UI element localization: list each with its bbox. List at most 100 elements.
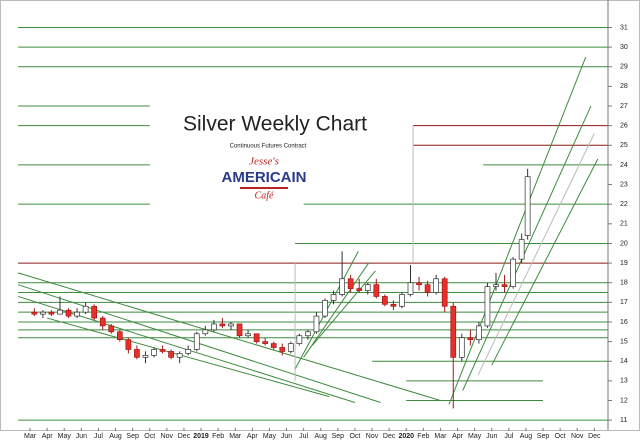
x-tick-label: Jun xyxy=(76,433,87,440)
candle-body xyxy=(168,351,174,358)
trend-line xyxy=(491,158,599,366)
candle-body xyxy=(193,333,200,350)
candle-body xyxy=(458,337,465,358)
y-tick-label: 11 xyxy=(620,417,627,424)
x-tick-label: Apr xyxy=(452,433,464,440)
candle-body xyxy=(450,305,457,358)
y-tick-label: 29 xyxy=(620,64,628,71)
candle-body xyxy=(339,278,345,295)
candle-body xyxy=(424,284,431,293)
candle-body xyxy=(245,333,251,337)
level-lines xyxy=(17,26,608,421)
candle-body xyxy=(364,284,371,291)
x-tick-label: Mar xyxy=(229,433,242,440)
x-tick-label: Nov xyxy=(571,433,584,440)
candle-body xyxy=(476,325,482,341)
candle-body xyxy=(296,335,303,344)
chart-title: Silver Weekly Chart xyxy=(183,113,367,136)
x-tick-label: Apr xyxy=(247,433,259,440)
y-tick-label: 30 xyxy=(620,44,628,51)
y-tick-label: 23 xyxy=(620,181,628,188)
candle-body xyxy=(373,284,380,297)
candle-body xyxy=(134,349,140,358)
candle-body xyxy=(125,339,132,350)
candle-body xyxy=(322,300,328,317)
y-tick-label: 16 xyxy=(620,319,628,326)
chart-frame xyxy=(0,0,640,431)
candle-body xyxy=(99,317,106,327)
x-tick-label: Sep xyxy=(537,433,550,440)
candle-body xyxy=(407,282,414,295)
candle-body xyxy=(433,278,440,293)
candle-body xyxy=(236,323,243,337)
x-tick-label: Oct xyxy=(144,433,155,440)
candle-body xyxy=(347,278,354,289)
y-tick-label: 19 xyxy=(620,260,628,267)
candle-body xyxy=(48,311,55,315)
candle-body xyxy=(493,284,499,287)
x-tick-label: Dec xyxy=(383,433,396,440)
x-tick-label: Nov xyxy=(161,433,174,440)
trend-line xyxy=(17,272,441,401)
x-tick-label: Dec xyxy=(178,433,191,440)
candle-body xyxy=(253,333,260,342)
y-tick-label: 31 xyxy=(620,24,628,31)
candle-body xyxy=(467,337,474,341)
candle-body xyxy=(108,325,115,333)
x-tick-label: Aug xyxy=(520,433,533,440)
x-tick-label: Oct xyxy=(349,433,360,440)
candle-body xyxy=(159,349,166,352)
x-tick-label: Apr xyxy=(42,433,54,440)
y-tick-label: 17 xyxy=(620,299,628,306)
y-tick-label: 12 xyxy=(620,397,628,404)
candle-body xyxy=(40,311,46,315)
candle-body xyxy=(176,353,183,358)
x-tick-label: Feb xyxy=(212,433,224,440)
trend-line xyxy=(477,133,595,376)
x-tick-label: Jun xyxy=(486,433,497,440)
y-tick-label: 28 xyxy=(620,83,628,90)
candle-body xyxy=(441,278,448,307)
x-tick-label: May xyxy=(263,433,277,440)
candle-body xyxy=(82,305,89,313)
candle-body xyxy=(270,343,277,348)
chart-subtitle: Continuous Futures Contract xyxy=(230,144,307,150)
candle-body xyxy=(279,347,286,352)
candle-body xyxy=(262,341,269,344)
x-tick-label: Jul xyxy=(299,433,308,440)
candle-body xyxy=(151,349,157,356)
y-tick-label: 14 xyxy=(620,358,628,365)
candle-body xyxy=(74,311,80,317)
candle-body xyxy=(116,331,123,341)
x-tick-label: 2019 xyxy=(193,433,209,440)
candle-body xyxy=(313,315,320,333)
x-tick-label: Sep xyxy=(126,433,139,440)
candles xyxy=(31,168,531,409)
logo-text: Jesse's xyxy=(249,156,279,168)
axes: 11 12 13 14 15 16 17 18 19 20 21 22 23 24 25 26 27 28 29 30… xyxy=(24,24,628,440)
x-tick-label: Sep xyxy=(332,433,345,440)
candle-body xyxy=(185,349,192,354)
y-tick-label: 27 xyxy=(620,103,628,110)
x-tick-label: May xyxy=(468,433,482,440)
y-tick-label: 21 xyxy=(620,221,628,228)
y-tick-label: 15 xyxy=(620,338,628,345)
candle-body xyxy=(510,258,516,287)
y-tick-label: 18 xyxy=(620,280,628,287)
candle-body xyxy=(518,239,525,260)
candle-body xyxy=(31,311,38,315)
candle-body xyxy=(211,323,217,331)
x-tick-label: Jun xyxy=(281,433,292,440)
y-tick-label: 13 xyxy=(620,378,628,385)
y-tick-label: 22 xyxy=(620,201,628,208)
logo-text: Café xyxy=(255,190,274,201)
x-tick-label: Oct xyxy=(555,433,566,440)
candle-body xyxy=(202,329,209,335)
x-tick-label: Mar xyxy=(24,433,37,440)
candle-body xyxy=(382,296,388,305)
x-tick-label: Dec xyxy=(588,433,601,440)
x-tick-label: Aug xyxy=(314,433,327,440)
x-tick-label: Mar xyxy=(434,433,447,440)
candle-body xyxy=(57,309,63,315)
